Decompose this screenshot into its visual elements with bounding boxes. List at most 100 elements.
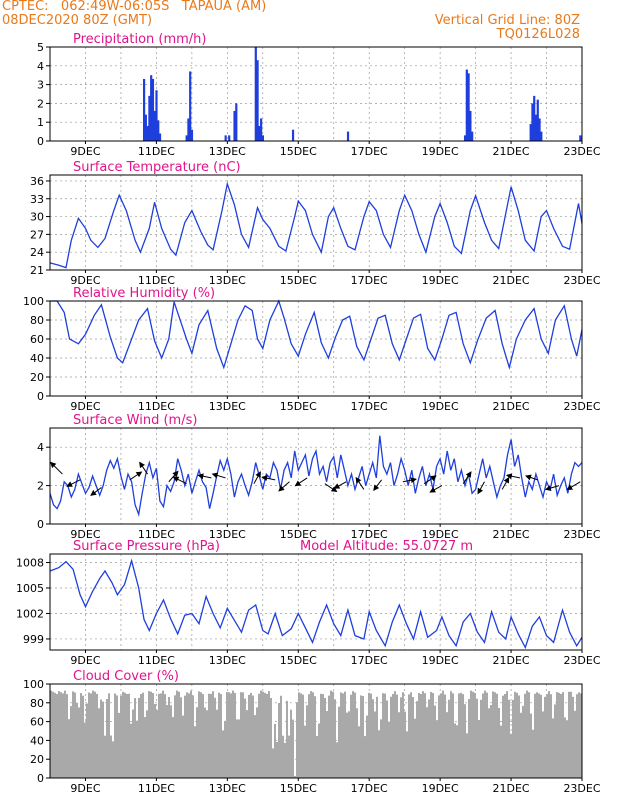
cloud-bar [542,711,544,778]
precip-bar [256,60,259,141]
x-tick-label: 17DEC [351,782,388,795]
x-tick-label: 17DEC [351,274,388,287]
wind-vector [253,471,261,484]
cloud-bar [272,748,274,778]
cloud-bar [246,710,248,778]
cloud-bar [256,707,258,778]
cloud-bar [450,691,452,778]
cloud-bar [288,735,290,778]
cloud-bar [388,721,390,778]
x-tick-label: 13DEC [209,145,246,158]
x-tick-label: 19DEC [422,145,459,158]
cloud-bar [72,691,74,778]
precip-bar [190,129,194,141]
cloud-bar [392,693,394,778]
cloud-bar [534,693,536,778]
precip-bar [533,95,536,141]
wind-vector [566,481,581,491]
x-tick-label: 17DEC [351,654,388,667]
x-tick-label: 9DEC [70,145,100,158]
x-tick-label: 17DEC [351,145,388,158]
wind-vector [333,481,347,489]
cloud-bar [136,720,138,778]
cloud-bar [196,707,198,778]
cloud-bar [86,703,88,778]
wind-vector [49,461,63,475]
cloud-bar [286,700,288,778]
x-tick-label: 23DEC [563,145,600,158]
precip-bar [146,125,149,141]
cloud-bar [282,735,284,778]
cloud-bar [470,690,472,778]
cloud-bar [430,691,432,778]
cloud-bar [492,691,494,778]
y-tick-label: 80 [30,314,44,327]
cloud-bar [164,694,166,778]
wind-vector [90,487,102,496]
header-station: CPTEC: 062:49W-06:05S TAPAUA (AM) [2,0,267,14]
cloud-bar [398,712,400,778]
cloud-bar [120,695,122,778]
cloud-bar [466,733,468,778]
y-tick-label: 999 [23,633,44,646]
cloud-bar [330,690,332,778]
cloud-bar [336,742,338,778]
y-tick-label: 0 [37,135,44,148]
y-tick-label: 60 [30,716,44,729]
cloud-bar [152,693,154,778]
cloud-bar [382,693,384,778]
cloud-bar [408,694,410,778]
y-tick-label: 20 [30,753,44,766]
precip-bar [536,99,539,141]
cloud-bar [400,697,402,778]
cloud-bar [426,707,428,778]
humidity-title: Relative Humidity (%) [73,286,215,301]
cloud-bar [150,691,152,778]
cloud-bar [96,693,98,778]
cloud-bar [302,694,304,778]
cloud-bar [418,692,420,778]
cloud-bar [580,693,582,778]
wind-vector [211,472,226,479]
cloud-bar [132,709,134,778]
cloud-bar [156,709,158,778]
temperature-frame [49,174,583,271]
cloud-bar [562,692,564,778]
cloud-bar [568,691,570,778]
cloud-bar [214,697,216,778]
precip-bar [579,135,582,141]
cloud-bar [240,692,242,778]
cloud-bar [546,693,548,778]
cloud-bar [498,707,500,778]
wind-vector [373,479,383,491]
header-grid-line: Vertical Grid Line: 80Z [434,13,580,28]
x-tick-label: 23DEC [563,400,600,413]
cloud-bar [172,717,174,778]
cloud-bar [80,693,82,778]
cloud-bar [526,690,528,778]
cloud-bar [452,693,454,778]
precip-bar [463,135,467,141]
cloud-bar [510,733,512,778]
cloud-bar [320,693,322,778]
x-tick-label: 23DEC [563,654,600,667]
x-tick-label: 21DEC [493,274,530,287]
cloud-bar [242,692,244,778]
cloud-bar [92,690,94,778]
wind-vector [197,473,212,480]
cloud-bar [512,699,514,778]
cloud-bar [566,720,568,778]
cloud-bar [168,697,170,778]
x-tick-label: 9DEC [70,528,100,541]
cloud-bar [350,694,352,778]
precip-bar [142,78,146,141]
cloud-bar [306,705,308,778]
wind-vector [505,473,521,480]
precip-bar [467,73,470,141]
precip-bar [187,118,190,141]
cloud-bar [432,693,434,778]
cloud-bar [160,693,162,778]
header-model-id: TQ0126L028 [496,27,580,42]
x-tick-label: 13DEC [209,782,246,795]
cloud-bar [326,711,328,778]
